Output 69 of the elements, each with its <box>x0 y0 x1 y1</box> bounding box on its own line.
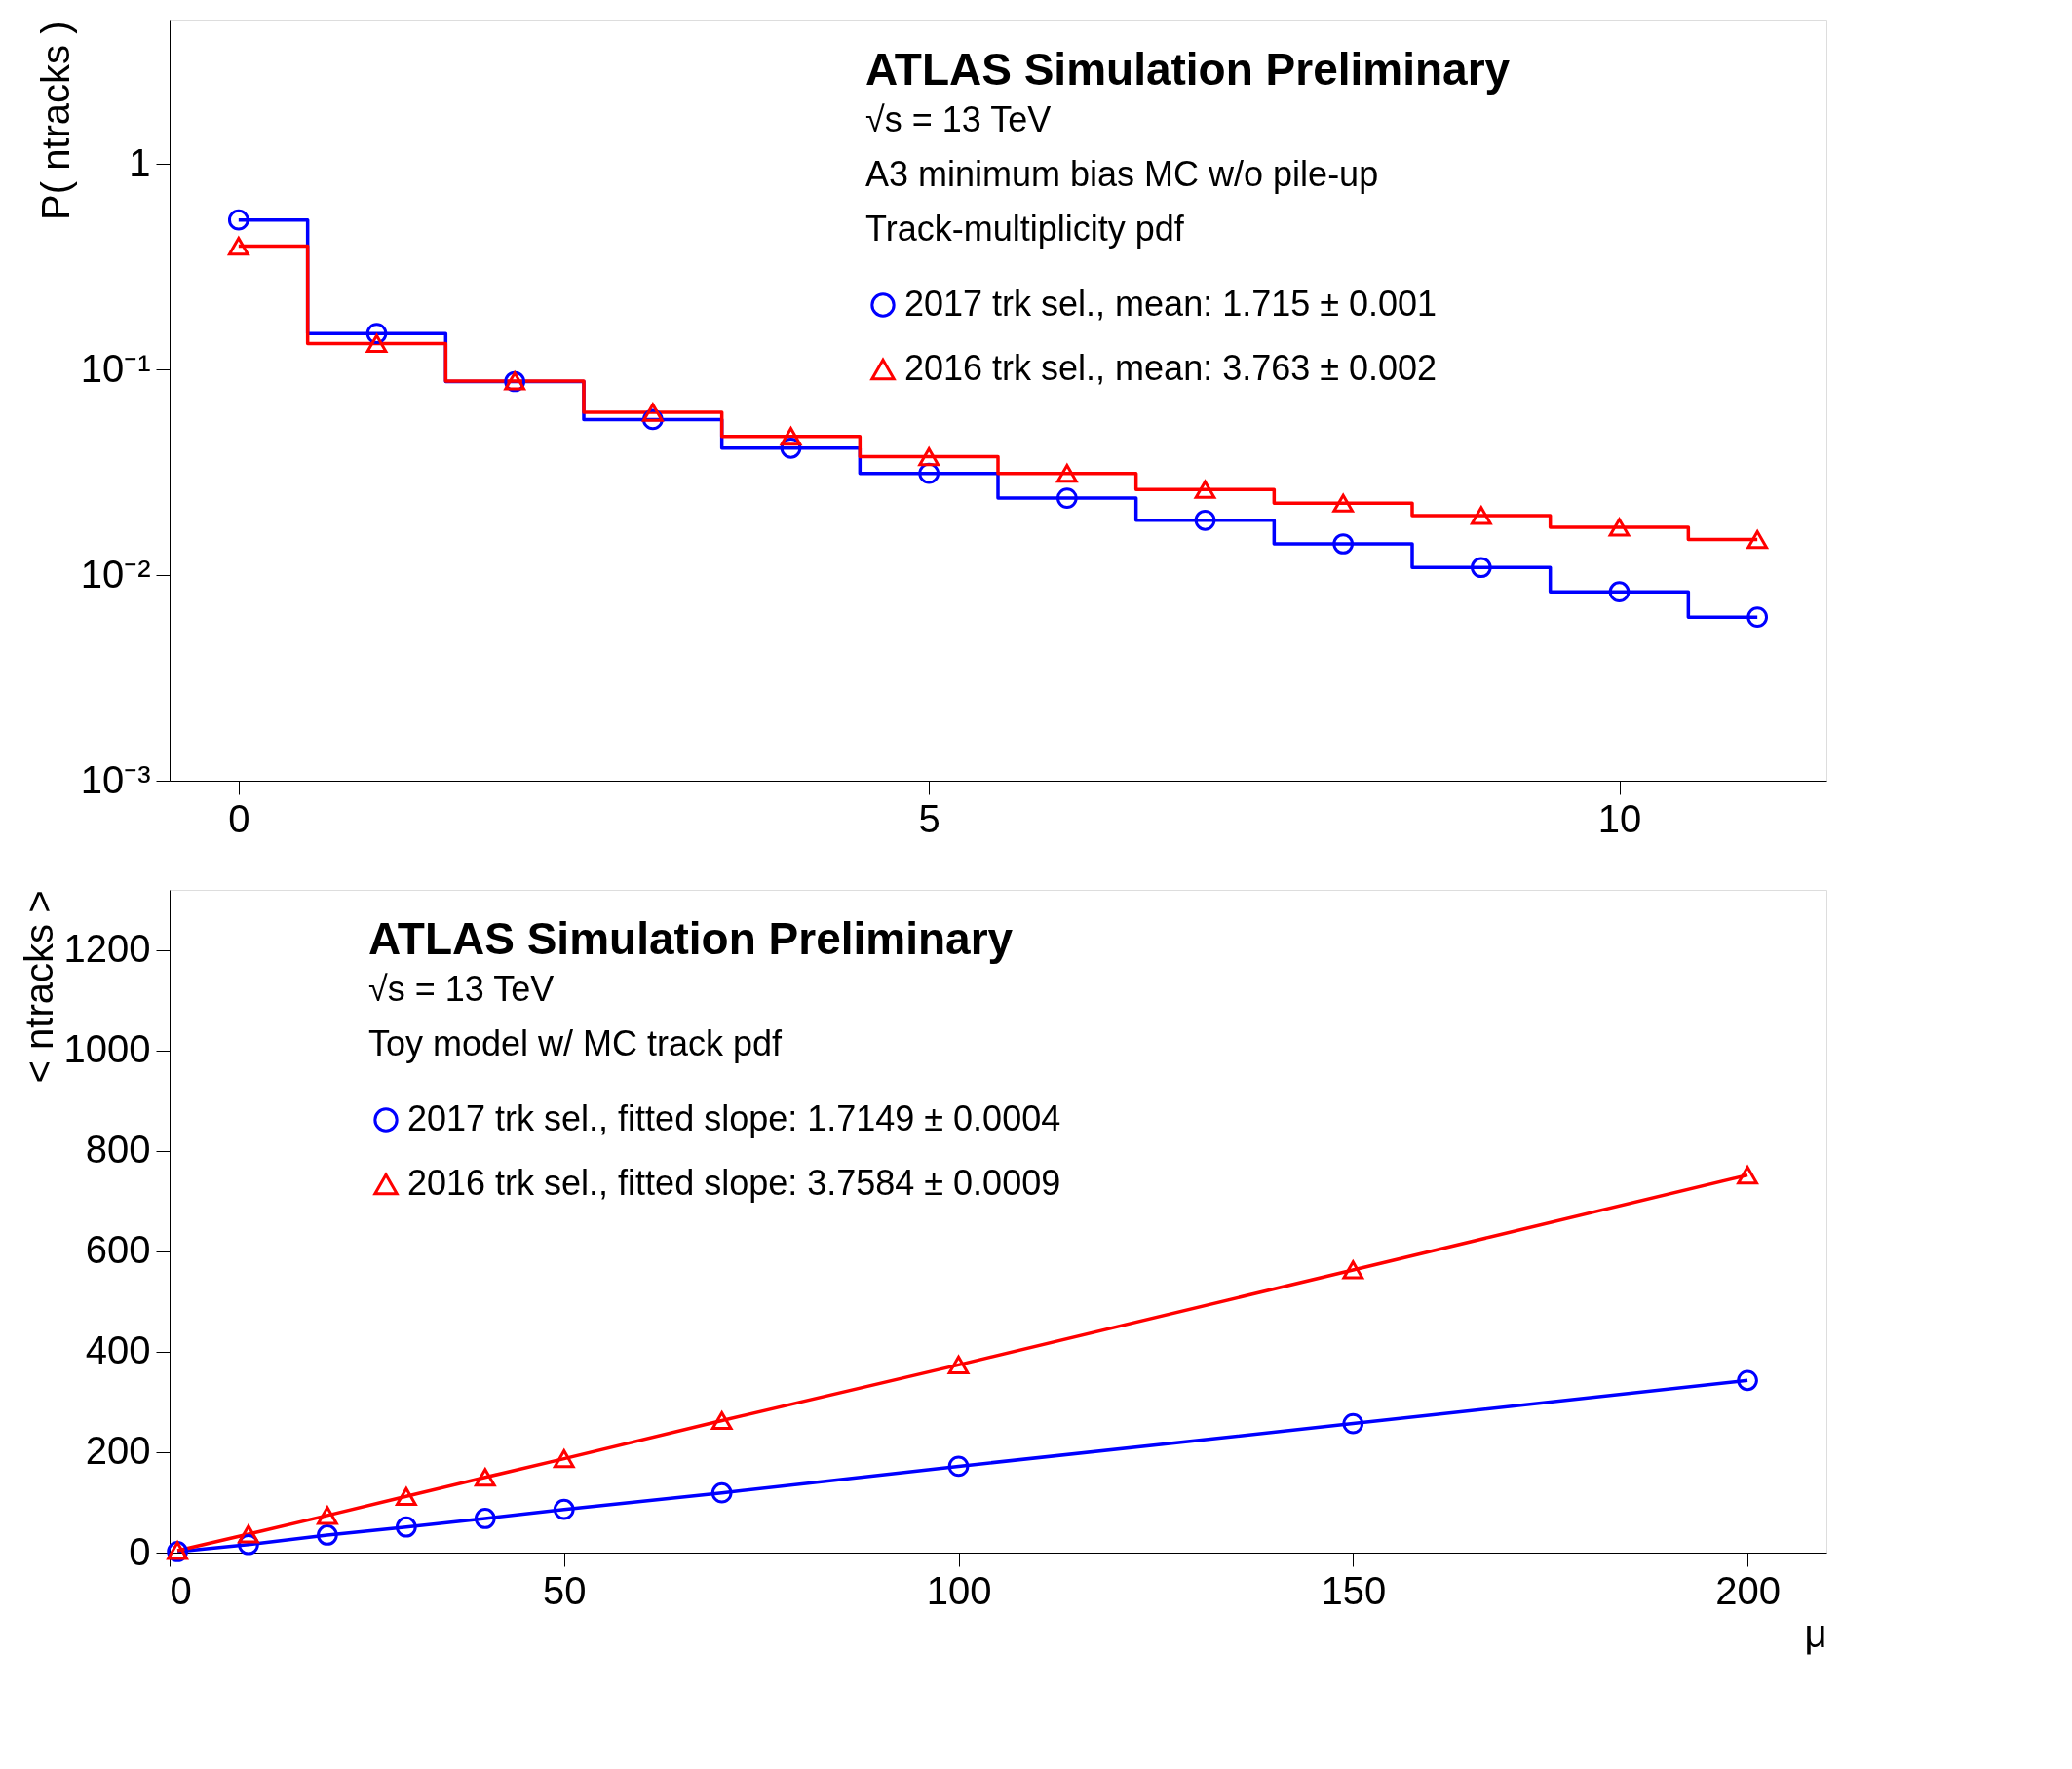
y-tick-label: 800 <box>85 1128 151 1172</box>
point <box>317 1506 338 1525</box>
point <box>365 323 388 344</box>
annotation: Track-multiplicity pdf <box>865 209 1185 249</box>
x-axis-title: μ <box>1804 1611 1827 1655</box>
legend-label: 2016 trk sel., fitted slope: 3.7584 ± 0.0009 <box>407 1163 1061 1203</box>
point <box>1746 606 1769 629</box>
y-tick-label: 1000 <box>63 1027 151 1071</box>
point <box>1194 480 1216 499</box>
legend-label: 2017 trk sel., mean: 1.715 ± 0.001 <box>904 284 1438 324</box>
annotation: ATLAS Simulation Preliminary <box>865 44 1511 95</box>
point <box>947 1455 970 1478</box>
x-tick-label: 0 <box>170 1568 192 1612</box>
x-tick-label: 150 <box>1321 1568 1387 1612</box>
point <box>1332 493 1355 513</box>
point <box>238 1524 259 1544</box>
point <box>1055 487 1078 509</box>
point <box>227 236 249 256</box>
point <box>1194 509 1216 531</box>
y-tick-label: 400 <box>85 1328 151 1372</box>
legend-label: 2017 trk sel., fitted slope: 1.7149 ± 0.0004 <box>407 1098 1061 1138</box>
point <box>710 1410 733 1431</box>
point <box>1342 1260 1364 1280</box>
point <box>1342 1412 1364 1435</box>
point <box>396 1516 417 1538</box>
point <box>1332 533 1355 555</box>
point <box>1470 506 1492 525</box>
annotation: √s = 13 TeV <box>865 99 1052 139</box>
annotation: √s = 13 TeV <box>368 969 555 1009</box>
point <box>553 1449 575 1469</box>
y-tick-label: 10⁻¹ <box>80 346 151 390</box>
point <box>710 1481 733 1504</box>
annotation: A3 minimum bias MC w/o pile-up <box>865 154 1379 194</box>
point <box>553 1498 575 1520</box>
point <box>1608 518 1631 537</box>
point <box>474 1468 496 1487</box>
legend-label: 2016 trk sel., mean: 3.763 ± 0.002 <box>904 348 1438 388</box>
point <box>227 209 249 231</box>
y-axis-title: P( ntracks ) <box>33 20 77 220</box>
point <box>780 427 802 446</box>
point <box>1608 581 1631 603</box>
point <box>317 1524 338 1546</box>
point <box>1737 1369 1758 1392</box>
y-tick-label: 0 <box>129 1529 151 1573</box>
y-axis-title: < ntracks > <box>17 890 60 1084</box>
point <box>1055 464 1078 483</box>
y-tick-label: 200 <box>85 1429 151 1473</box>
y-tick-label: 1 <box>129 140 151 184</box>
y-tick-label: 10⁻³ <box>80 757 151 801</box>
y-tick-label: 10⁻² <box>80 552 151 596</box>
annotation: Toy model w/ MC track pdf <box>368 1023 784 1063</box>
x-tick-label: 5 <box>918 796 940 840</box>
x-tick-label: 10 <box>1597 796 1642 840</box>
y-tick-label: 600 <box>85 1228 151 1272</box>
x-tick-label: 100 <box>926 1568 992 1612</box>
y-tick-label: 1200 <box>63 927 151 971</box>
point <box>365 333 388 354</box>
point <box>918 447 940 467</box>
point <box>474 1508 496 1529</box>
point <box>1470 557 1492 579</box>
point <box>641 403 664 422</box>
point <box>1737 1166 1758 1185</box>
x-tick-label: 50 <box>543 1568 587 1612</box>
x-tick-label: 0 <box>228 796 250 840</box>
x-tick-label: 200 <box>1715 1568 1781 1612</box>
point <box>947 1355 970 1374</box>
annotation: ATLAS Simulation Preliminary <box>368 913 1014 964</box>
point <box>396 1486 417 1506</box>
point <box>1746 530 1769 550</box>
